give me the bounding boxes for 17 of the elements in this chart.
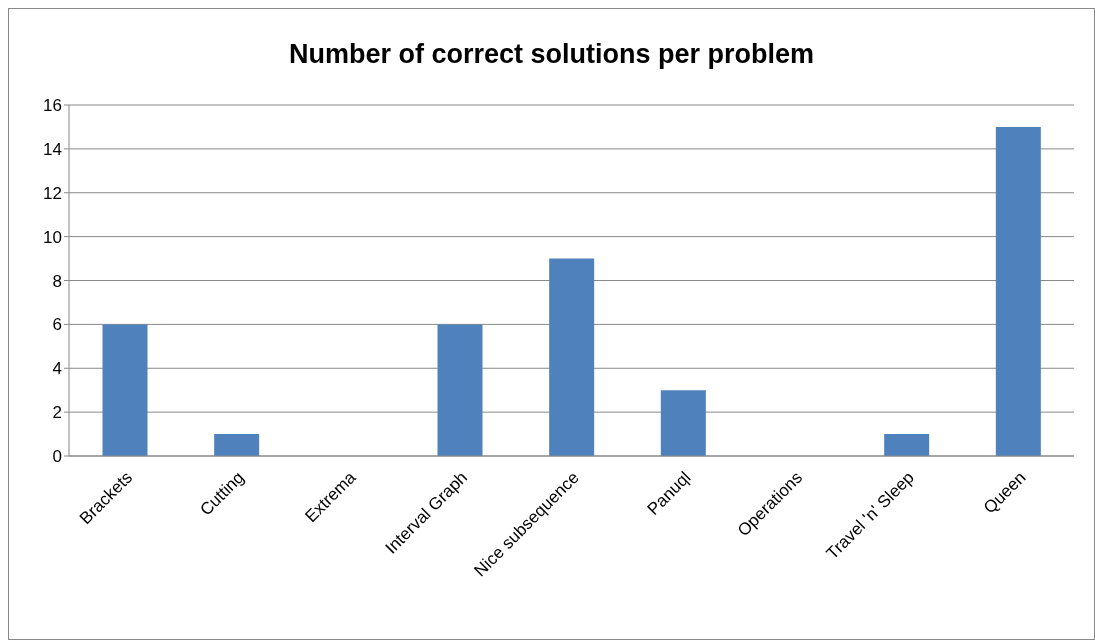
y-tick-label: 0	[52, 447, 62, 467]
bar	[549, 258, 595, 456]
y-tick-label: 12	[43, 183, 62, 203]
bar	[102, 324, 148, 456]
bar	[995, 126, 1041, 456]
bar	[437, 324, 483, 456]
y-tick-label: 8	[52, 271, 62, 291]
y-tick-label: 2	[52, 403, 62, 423]
y-tick-label: 4	[52, 359, 62, 379]
y-tick-label: 10	[43, 227, 62, 247]
y-tick-label: 16	[43, 96, 62, 116]
bar	[660, 390, 706, 456]
y-tick-label: 6	[52, 315, 62, 335]
bar	[884, 434, 930, 456]
chart-title: Number of correct solutions per problem	[287, 39, 816, 70]
y-tick-label: 14	[43, 139, 62, 159]
bar	[214, 434, 260, 456]
